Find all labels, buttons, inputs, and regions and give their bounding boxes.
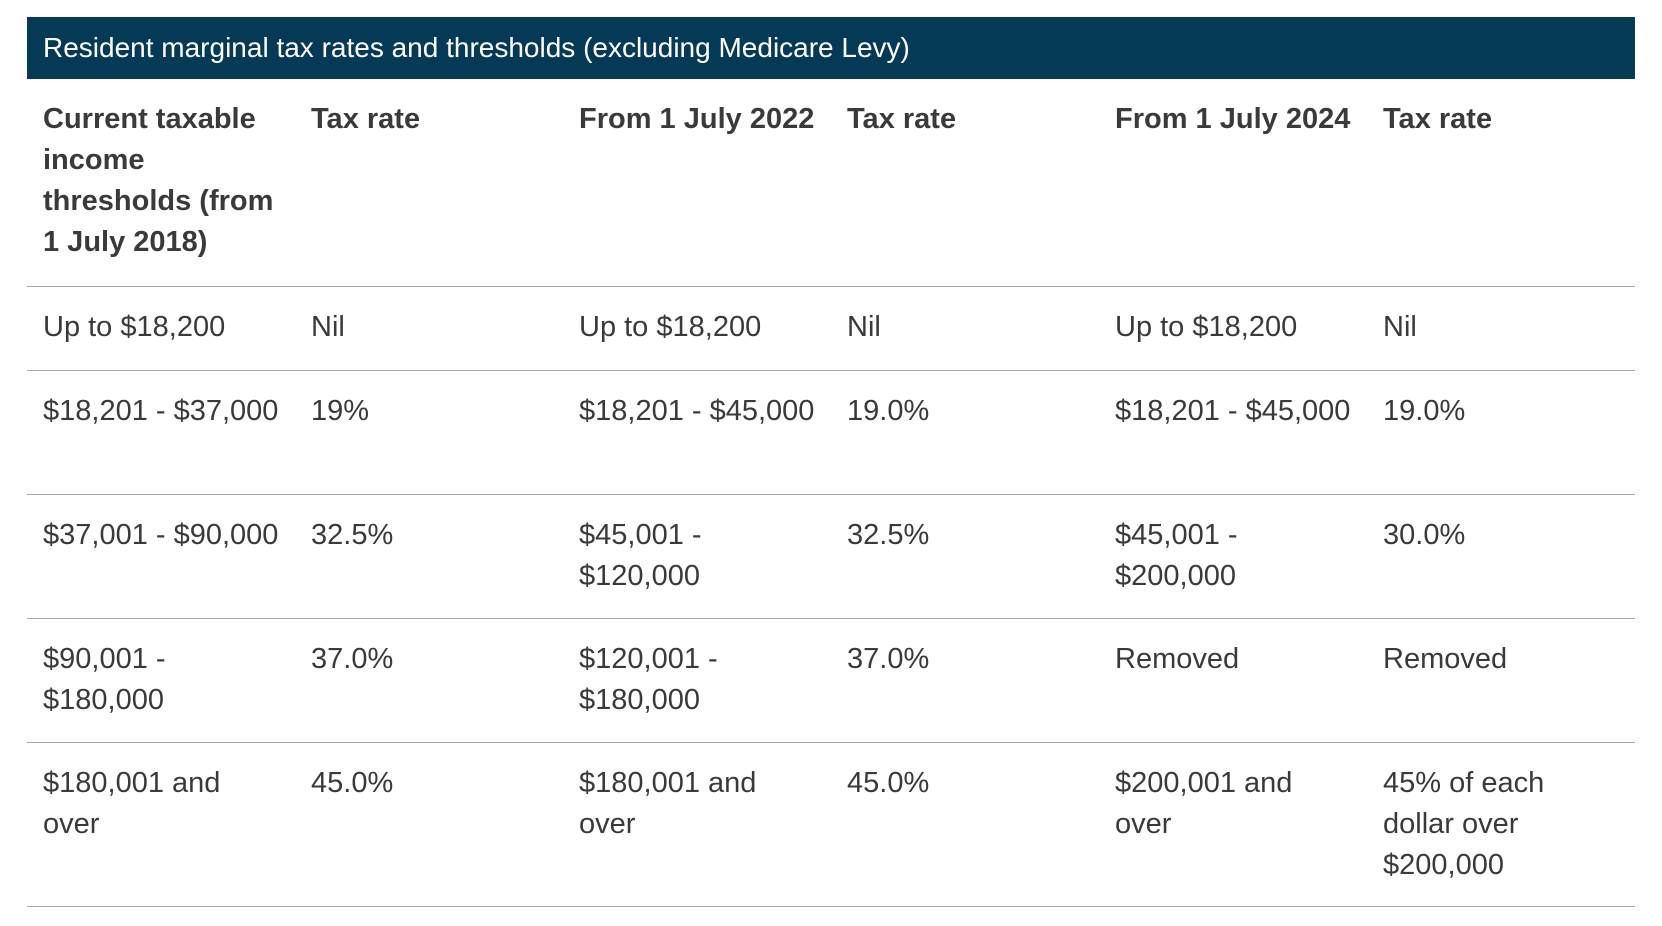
table-cell: $180,001 and over [43,766,221,840]
table-cell: 32.5% [847,518,930,551]
table-cell: $37,001 - $90,000 [43,518,279,551]
table-cell: Removed [1115,642,1240,675]
header-tax-rate-2022: Tax rate [847,103,957,135]
header-current-thresholds: Current taxable income thresholds (from … [43,103,274,258]
table-row: $18,201 - $37,000 19% $18,201 - $45,000 … [27,370,1635,494]
table-cell: $180,001 and over [579,766,757,840]
table-title: Resident marginal tax rates and threshol… [43,32,910,63]
table-cell: Nil [1383,310,1417,343]
table-cell: $18,201 - $45,000 [579,394,815,427]
table-cell: 30.0% [1383,518,1466,551]
header-tax-rate-2024: Tax rate [1383,103,1493,135]
header-from-2022: From 1 July 2022 [579,103,815,135]
table-title-bar: Resident marginal tax rates and threshol… [27,17,1635,79]
table-cell: 45.0% [847,766,930,799]
table-cell: 32.5% [311,518,394,551]
table-cell: $45,001 - $200,000 [1115,518,1238,592]
table-row: $180,001 and over 45.0% $180,001 and ove… [27,742,1635,906]
table-cell: $18,201 - $45,000 [1115,394,1351,427]
table-cell: $45,001 - $120,000 [579,518,702,592]
table-cell: Up to $18,200 [579,310,762,343]
header-tax-rate-current: Tax rate [311,103,421,135]
table-cell: 19.0% [847,394,930,427]
header-from-2024: From 1 July 2024 [1115,103,1351,135]
table-cell: 37.0% [311,642,394,675]
table-cell: $90,001 - $180,000 [43,642,166,716]
table-cell: $120,001 - $180,000 [579,642,718,716]
table-cell: 19% [311,394,370,427]
table-cell: 37.0% [847,642,930,675]
tax-rates-table: Resident marginal tax rates and threshol… [27,17,1635,907]
table-row: $90,001 - $180,000 37.0% $120,001 - $180… [27,618,1635,742]
table-cell: Nil [847,310,881,343]
table-cell: Nil [311,310,345,343]
table-cell: $200,001 and over [1115,766,1293,840]
table-cell: Up to $18,200 [43,310,226,343]
table-cell: Up to $18,200 [1115,310,1298,343]
table-cell: 19.0% [1383,394,1466,427]
table-row: Up to $18,200 Nil Up to $18,200 Nil Up t… [27,286,1635,370]
table-row: $37,001 - $90,000 32.5% $45,001 - $120,0… [27,494,1635,618]
table-cell: 45.0% [311,766,394,799]
table-cell: 45% of each dollar over $200,000 [1383,766,1545,881]
table-cell: Removed [1383,642,1508,675]
tax-table: Current taxable income thresholds (from … [27,79,1635,907]
header-row: Current taxable income thresholds (from … [27,79,1635,286]
table-cell: $18,201 - $37,000 [43,394,279,427]
